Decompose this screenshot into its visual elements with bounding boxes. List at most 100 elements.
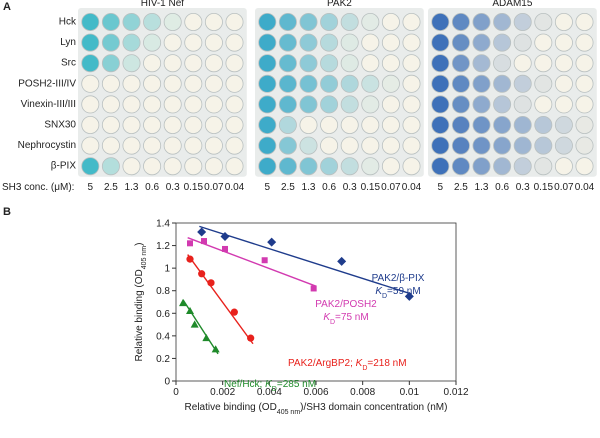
plate-title: PAK2 xyxy=(327,0,352,9)
well xyxy=(381,95,400,114)
well xyxy=(143,157,162,176)
well xyxy=(472,74,491,93)
well xyxy=(184,136,203,155)
conc-value: 0.6 xyxy=(322,182,336,193)
row-label: Lyn xyxy=(60,37,76,48)
y-label: Relative binding (OD405 nm) xyxy=(134,243,148,362)
well xyxy=(204,157,223,176)
x-tick-label: 0.008 xyxy=(350,387,375,398)
well xyxy=(225,74,244,93)
well xyxy=(163,116,182,135)
row-label: Hck xyxy=(59,17,77,28)
well xyxy=(554,136,573,155)
well xyxy=(143,95,162,114)
well xyxy=(451,12,470,32)
well xyxy=(299,136,318,155)
label-text: )/SH3 domain concentration (nM) xyxy=(300,402,447,413)
well xyxy=(431,95,450,114)
point xyxy=(267,237,277,247)
well xyxy=(81,12,100,32)
y-tick-label: 0.8 xyxy=(156,286,170,297)
well xyxy=(278,12,297,32)
well xyxy=(451,116,470,135)
conc-value: 5 xyxy=(88,182,94,193)
well xyxy=(534,12,553,32)
row-label: SNX30 xyxy=(44,120,76,131)
well xyxy=(513,116,532,135)
well xyxy=(258,157,277,176)
x-tick-label: 0.012 xyxy=(443,387,468,398)
well xyxy=(122,95,141,114)
label-text: ) xyxy=(134,243,145,246)
well xyxy=(554,74,573,93)
well xyxy=(143,12,162,32)
well xyxy=(81,116,100,135)
point xyxy=(337,256,347,266)
well xyxy=(299,12,318,32)
point xyxy=(190,320,199,328)
well xyxy=(340,116,359,135)
y-tick-label: 0.6 xyxy=(156,309,170,320)
well xyxy=(534,54,553,73)
well xyxy=(258,33,277,52)
well xyxy=(340,12,359,32)
well xyxy=(225,157,244,176)
well xyxy=(278,95,297,114)
point xyxy=(179,298,187,307)
annotation-part: D xyxy=(330,319,335,326)
well xyxy=(101,33,120,52)
well xyxy=(163,74,182,93)
well xyxy=(361,136,380,155)
conc-value: 2.5 xyxy=(104,182,118,193)
series-annotation: KD=75 nM xyxy=(323,312,368,326)
well xyxy=(493,12,512,32)
point xyxy=(198,270,206,278)
fit-line xyxy=(187,254,254,345)
well xyxy=(431,157,450,176)
y-tick-label: 1 xyxy=(164,264,170,275)
well xyxy=(81,95,100,114)
well xyxy=(361,116,380,135)
well xyxy=(122,12,141,32)
conc-value: 1.3 xyxy=(125,182,139,193)
point xyxy=(310,285,317,292)
well xyxy=(513,74,532,93)
well xyxy=(299,33,318,52)
well xyxy=(472,116,491,135)
conc-value: 0.07 xyxy=(381,182,401,193)
panel-letter: A xyxy=(3,1,11,13)
label-text: Relative binding (OD xyxy=(185,402,277,413)
well xyxy=(225,116,244,135)
well xyxy=(340,74,359,93)
well xyxy=(493,116,512,135)
well xyxy=(184,95,203,114)
well xyxy=(361,74,380,93)
well xyxy=(575,12,594,32)
well xyxy=(320,12,339,32)
well xyxy=(101,136,120,155)
well xyxy=(225,54,244,73)
conc-value: 0.04 xyxy=(402,182,422,193)
row-label: POSH2-III/IV xyxy=(18,78,76,89)
well xyxy=(381,136,400,155)
label-text: Relative binding (OD xyxy=(134,269,145,361)
well xyxy=(258,54,277,73)
well xyxy=(204,116,223,135)
plate xyxy=(78,8,247,177)
well xyxy=(184,157,203,176)
point xyxy=(222,245,228,252)
well xyxy=(163,12,182,32)
well xyxy=(163,95,182,114)
well xyxy=(81,74,100,93)
well xyxy=(472,136,491,155)
conc-value: 0.3 xyxy=(166,182,180,193)
well xyxy=(101,12,120,32)
annotation-part: =285 nM xyxy=(277,379,316,390)
point xyxy=(207,279,215,287)
well xyxy=(381,54,400,73)
x-tick-label: 0.002 xyxy=(210,387,235,398)
well xyxy=(225,95,244,114)
well xyxy=(534,157,553,176)
well xyxy=(101,95,120,114)
